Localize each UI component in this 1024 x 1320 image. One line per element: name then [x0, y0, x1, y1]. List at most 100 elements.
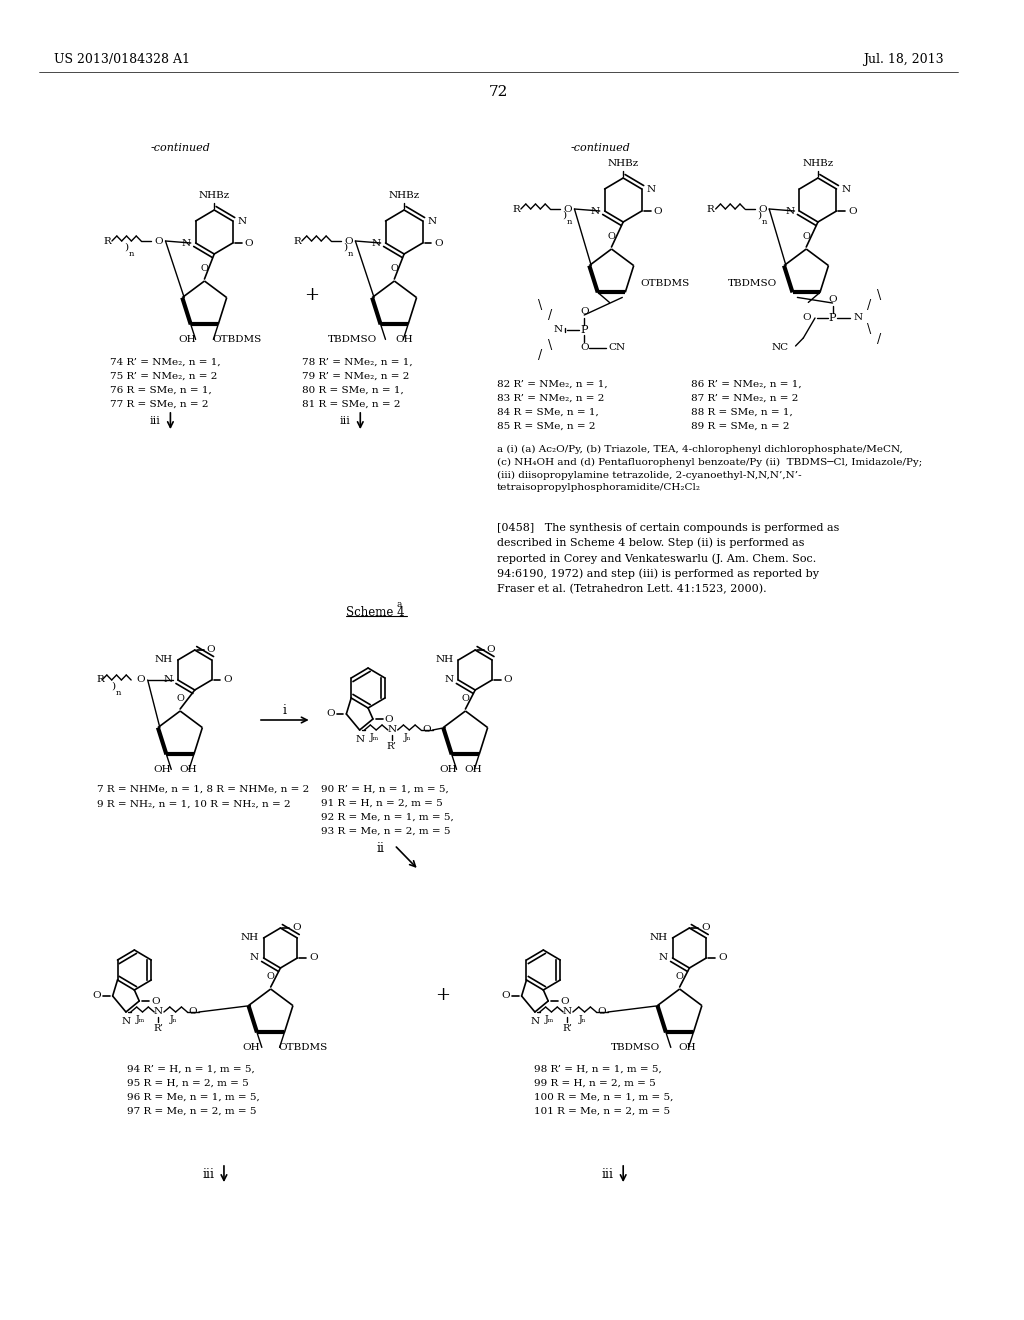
Text: 72: 72: [488, 84, 508, 99]
Text: NH: NH: [241, 933, 259, 942]
Text: ): ): [562, 210, 566, 219]
Text: R: R: [512, 205, 520, 214]
Text: O: O: [848, 206, 857, 215]
Text: OH: OH: [178, 335, 196, 345]
Text: N: N: [646, 185, 655, 194]
Text: TBDMSO: TBDMSO: [328, 335, 377, 345]
Text: NHBz: NHBz: [803, 158, 834, 168]
Text: O: O: [136, 676, 145, 685]
Text: N: N: [554, 326, 563, 334]
Text: O: O: [828, 296, 837, 305]
Text: N: N: [427, 216, 436, 226]
Text: O: O: [504, 676, 512, 685]
Text: 74 R’ = NMe₂, n = 1,
75 R’ = NMe₂, n = 2
76 R = SMe, n = 1,
77 R = SMe, n = 2: 74 R’ = NMe₂, n = 1, 75 R’ = NMe₂, n = 2…: [110, 358, 220, 409]
Text: Jₙ: Jₙ: [579, 1015, 587, 1024]
Text: Jₘ: Jₘ: [370, 734, 379, 742]
Text: 78 R’ = NMe₂, n = 1,
79 R’ = NMe₂, n = 2
80 R = SMe, n = 1,
81 R = SMe, n = 2: 78 R’ = NMe₂, n = 1, 79 R’ = NMe₂, n = 2…: [302, 358, 413, 409]
Text: R: R: [293, 236, 301, 246]
Text: O: O: [155, 236, 163, 246]
Text: NC: NC: [772, 343, 788, 352]
Text: N: N: [785, 206, 795, 215]
Text: N: N: [154, 1007, 163, 1016]
Text: 86 R’ = NMe₂, n = 1,
87 R’ = NMe₂, n = 2
88 R = SMe, n = 1,
89 R = SMe, n = 2: 86 R’ = NMe₂, n = 1, 87 R’ = NMe₂, n = 2…: [691, 380, 802, 430]
Text: O: O: [207, 645, 215, 655]
Text: 94 R’ = H, n = 1, m = 5,
95 R = H, n = 2, m = 5
96 R = Me, n = 1, m = 5,
97 R = : 94 R’ = H, n = 1, m = 5, 95 R = H, n = 2…: [127, 1065, 259, 1115]
Text: N: N: [164, 676, 173, 685]
Text: O: O: [267, 972, 274, 981]
Text: O: O: [385, 714, 393, 723]
Text: iii: iii: [601, 1167, 613, 1180]
Text: O: O: [201, 264, 209, 273]
Text: R: R: [707, 205, 715, 214]
Text: TBDMSO: TBDMSO: [611, 1044, 660, 1052]
Text: OH: OH: [465, 766, 482, 775]
Text: iii: iii: [340, 416, 350, 426]
Text: Jₙ: Jₙ: [403, 734, 411, 742]
Text: +: +: [435, 986, 451, 1005]
Text: OH: OH: [179, 766, 197, 775]
Text: O: O: [563, 205, 572, 214]
Text: Jul. 18, 2013: Jul. 18, 2013: [863, 54, 943, 66]
Text: -continued: -continued: [570, 143, 631, 153]
Text: a: a: [396, 601, 401, 609]
Text: O: O: [486, 645, 496, 655]
Text: R’: R’: [154, 1024, 163, 1034]
Text: OH: OH: [154, 766, 171, 775]
Text: N: N: [250, 953, 259, 962]
Text: \: \: [867, 323, 871, 337]
Text: Jₘ: Jₘ: [136, 1015, 145, 1024]
Text: Jₙ: Jₙ: [170, 1015, 177, 1024]
Text: +: +: [304, 286, 319, 304]
Text: OH: OH: [439, 766, 457, 775]
Text: O: O: [245, 239, 253, 248]
Text: O: O: [92, 991, 101, 1001]
Text: NH: NH: [649, 933, 668, 942]
Text: OH: OH: [243, 1044, 260, 1052]
Text: N: N: [842, 185, 851, 194]
Text: OH: OH: [395, 335, 413, 345]
Text: P: P: [828, 313, 837, 323]
Text: N: N: [854, 314, 863, 322]
Text: N: N: [530, 1016, 540, 1026]
Text: O: O: [188, 1007, 198, 1016]
Text: O: O: [803, 314, 811, 322]
Text: 82 R’ = NMe₂, n = 1,
83 R’ = NMe₂, n = 2
84 R = SMe, n = 1,
85 R = SMe, n = 2: 82 R’ = NMe₂, n = 1, 83 R’ = NMe₂, n = 2…: [497, 380, 607, 430]
Text: O: O: [292, 924, 301, 932]
Text: O: O: [151, 997, 160, 1006]
Text: N: N: [355, 734, 365, 743]
Text: ii: ii: [377, 842, 385, 854]
Text: -continued: -continued: [151, 143, 210, 153]
Text: R: R: [103, 236, 111, 246]
Text: ): ): [112, 681, 116, 690]
Text: N: N: [181, 239, 190, 248]
Text: NH: NH: [435, 656, 454, 664]
Text: NHBz: NHBz: [199, 191, 229, 201]
Text: i: i: [283, 704, 287, 717]
Text: N: N: [238, 216, 247, 226]
Text: O: O: [309, 953, 317, 962]
Text: CN: CN: [608, 343, 626, 352]
Text: 7 R = NHMe, n = 1, 8 R = NHMe, n = 2: 7 R = NHMe, n = 1, 8 R = NHMe, n = 2: [97, 785, 309, 795]
Text: O: O: [502, 991, 510, 1001]
Text: O: O: [176, 694, 184, 704]
Text: \: \: [548, 338, 552, 351]
Text: OH: OH: [679, 1044, 696, 1052]
Text: N: N: [591, 206, 600, 215]
Text: OTBDMS: OTBDMS: [279, 1044, 328, 1052]
Text: NHBz: NHBz: [388, 191, 420, 201]
Text: /: /: [878, 334, 882, 346]
Text: [0458]   The synthesis of certain compounds is performed as
described in Scheme : [0458] The synthesis of certain compound…: [497, 523, 839, 594]
Text: N: N: [562, 1007, 571, 1016]
Text: ): ): [125, 243, 129, 252]
Text: /: /: [548, 309, 552, 322]
Text: O: O: [326, 710, 335, 718]
Text: n: n: [348, 249, 353, 257]
Text: Jₘ: Jₘ: [545, 1015, 554, 1024]
Text: O: O: [423, 726, 431, 734]
Text: N: N: [387, 726, 396, 734]
Text: ): ): [344, 243, 348, 252]
Text: NH: NH: [155, 656, 173, 664]
Text: 98 R’ = H, n = 1, m = 5,
99 R = H, n = 2, m = 5
100 R = Me, n = 1, m = 5,
101 R : 98 R’ = H, n = 1, m = 5, 99 R = H, n = 2…: [534, 1065, 673, 1115]
Text: iii: iii: [202, 1167, 214, 1180]
Text: n: n: [567, 218, 572, 226]
